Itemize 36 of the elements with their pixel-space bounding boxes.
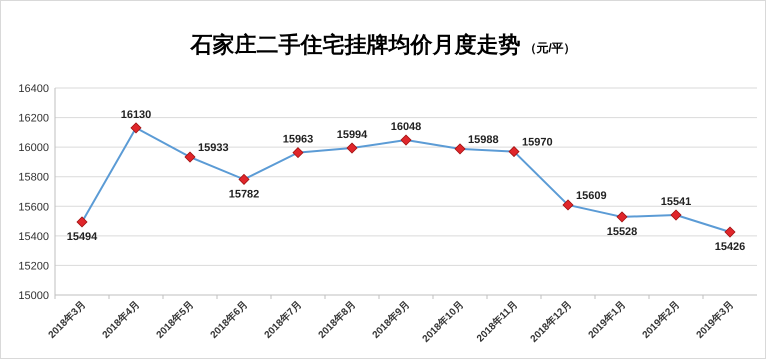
data-label: 15970 (522, 136, 553, 149)
data-label: 15609 (576, 190, 607, 202)
data-label: 16048 (390, 121, 422, 134)
data-label: 15528 (606, 226, 638, 238)
y-tick-label: 15200 (18, 260, 49, 272)
data-label: 15782 (228, 188, 260, 200)
point (724, 226, 736, 238)
point (238, 174, 250, 185)
y-tick-label: 15400 (18, 230, 49, 243)
point (76, 216, 88, 228)
chart-subtitle: （元/平） (524, 41, 576, 55)
y-tick-label: 16400 (18, 83, 49, 95)
point (184, 152, 196, 162)
data-label: 16130 (120, 108, 152, 121)
point (400, 134, 412, 146)
point (454, 144, 466, 154)
data-label: 15933 (198, 142, 229, 154)
point (616, 212, 628, 222)
y-tick-label: 16000 (18, 142, 49, 154)
point (562, 200, 574, 210)
y-tick-label: 15600 (18, 201, 49, 214)
y-tick-label: 15000 (18, 290, 49, 302)
point (292, 147, 304, 158)
point (346, 142, 358, 154)
data-label: 15426 (714, 241, 746, 254)
data-label: 15994 (336, 129, 368, 142)
point (130, 122, 142, 134)
y-tick-label: 16200 (18, 112, 49, 125)
data-label: 15988 (468, 134, 499, 146)
data-label: 15541 (660, 196, 692, 208)
chart-title: 石家庄二手住宅挂牌均价月度走势 (189, 32, 520, 57)
point (508, 146, 520, 157)
data-label: 15494 (66, 230, 98, 243)
point (670, 210, 682, 220)
y-tick-label: 15800 (18, 172, 49, 184)
data-label: 15963 (282, 134, 314, 146)
